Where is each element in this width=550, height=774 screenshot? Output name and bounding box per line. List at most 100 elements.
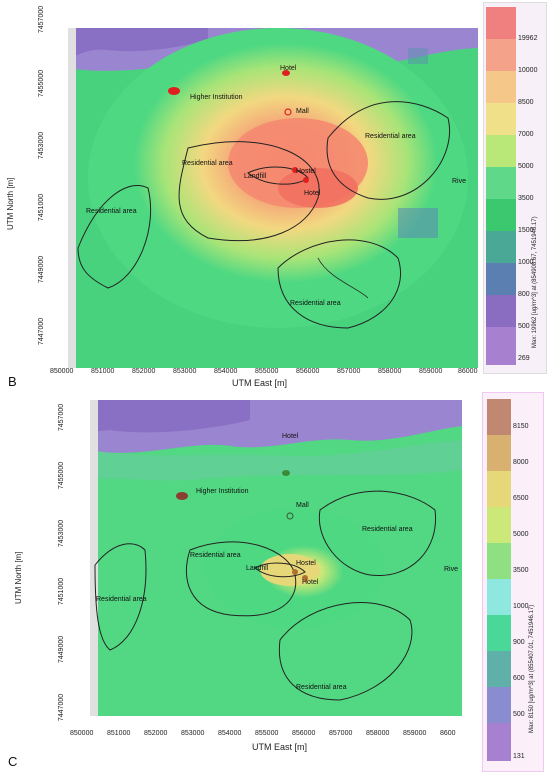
panel-c: Hotel Higher Institution Mall Residentia… — [0, 390, 550, 774]
map-label-residential-west: Residential area — [86, 208, 137, 215]
y-tick: 7449000 — [38, 255, 46, 284]
x-tick: 855000 — [255, 368, 279, 375]
y-tick: 7451000 — [38, 193, 46, 222]
x-axis-label-c: UTM East [m] — [252, 742, 308, 752]
map-label-residential-center: Residential area — [182, 160, 233, 167]
legend-swatch — [486, 295, 516, 327]
y-axis-label-b: UTM North [m] — [6, 177, 15, 230]
legend-level: 8000 — [513, 459, 529, 466]
map-label-higher-institution: Higher Institution — [196, 488, 249, 495]
legend-level: 6500 — [513, 495, 529, 502]
legend-swatch — [486, 167, 516, 199]
legend-swatch — [487, 615, 511, 651]
map-label-residential-center: Residential area — [190, 552, 241, 559]
legend-swatch — [486, 7, 516, 39]
map-label-mall: Mall — [296, 108, 309, 115]
legend-swatch — [486, 231, 516, 263]
panel-letter-c: C — [8, 754, 18, 769]
legend-swatch — [487, 471, 511, 507]
legend-swatch — [486, 71, 516, 103]
legend-swatch — [486, 199, 516, 231]
map-label-higher-institution: Higher Institution — [190, 94, 243, 101]
legend-b: 19962 10000 8500 7000 5000 3500 1500 100… — [483, 2, 547, 374]
x-tick: 853000 — [173, 368, 197, 375]
legend-swatch — [487, 507, 511, 543]
legend-swatch — [486, 327, 516, 365]
x-tick: 850000 — [70, 730, 94, 737]
legend-level: 5000 — [513, 531, 529, 538]
y-tick: 7449000 — [58, 635, 66, 664]
x-tick: 8600 — [440, 730, 456, 737]
map-label-residential-south: Residential area — [290, 300, 341, 307]
x-tick: 857000 — [329, 730, 353, 737]
legend-swatch — [486, 103, 516, 135]
legend-colorbar-c — [487, 399, 511, 761]
x-tick: 853000 — [181, 730, 205, 737]
map-label-residential-west: Residential area — [96, 596, 147, 603]
x-tick: 852000 — [132, 368, 156, 375]
x-tick: 858000 — [378, 368, 402, 375]
x-tick: 859000 — [419, 368, 443, 375]
legend-level: 1000 — [513, 603, 529, 610]
x-tick: 86000 — [458, 368, 478, 375]
legend-level: 800 — [518, 291, 530, 298]
x-tick: 856000 — [296, 368, 320, 375]
map-label-hostel: Hostel — [296, 560, 316, 567]
y-tick: 7453000 — [58, 519, 66, 548]
legend-level: 600 — [513, 675, 525, 682]
legend-swatch — [487, 723, 511, 761]
map-label-landfill: Landfill — [246, 565, 269, 572]
legend-level: 7000 — [518, 131, 534, 138]
legend-level: 19962 — [518, 35, 538, 42]
legend-level: 3500 — [513, 567, 529, 574]
map-label-residential-east: Residential area — [362, 526, 413, 533]
map-label-mall: Mall — [296, 502, 309, 509]
legend-level: 8500 — [518, 99, 534, 106]
x-tick: 856000 — [292, 730, 316, 737]
x-axis-label-b: UTM East [m] — [232, 378, 288, 388]
y-axis-label-c: UTM North [m] — [14, 551, 23, 604]
x-tick: 858000 — [366, 730, 390, 737]
map-label-landfill: Landfill — [244, 173, 267, 180]
x-tick: 854000 — [214, 368, 238, 375]
map-label-hotel-center: Hotel — [304, 190, 321, 197]
legend-swatch — [487, 651, 511, 687]
y-tick: 7455000 — [58, 461, 66, 490]
concentration-map-b — [68, 28, 478, 368]
legend-level: 131 — [513, 753, 525, 760]
legend-level: 3500 — [518, 195, 534, 202]
legend-swatch — [486, 263, 516, 295]
y-tick: 7455000 — [38, 69, 46, 98]
legend-swatch — [486, 135, 516, 167]
y-tick: 7453000 — [38, 131, 46, 160]
y-tick: 7451000 — [58, 577, 66, 606]
legend-level: 500 — [518, 323, 530, 330]
panel-letter-b: B — [8, 374, 17, 389]
legend-caption-c: Max: 8150 [ug/m^3] at (855407.01, 745194… — [529, 604, 535, 733]
map-label-residential-south: Residential area — [296, 684, 347, 691]
panel-b: Hotel Higher Institution Mall Residentia… — [6, 2, 547, 389]
legend-swatch — [487, 435, 511, 471]
y-tick: 7447000 — [38, 317, 46, 346]
legend-level: 900 — [513, 639, 525, 646]
legend-level: 1500 — [518, 227, 534, 234]
legend-swatch — [487, 687, 511, 723]
y-tick: 7457000 — [58, 403, 66, 432]
x-tick: 851000 — [107, 730, 131, 737]
legend-swatch — [487, 543, 511, 579]
x-tick: 854000 — [218, 730, 242, 737]
x-tick: 850000 — [50, 368, 74, 375]
concentration-map-c — [90, 400, 462, 716]
x-tick: 857000 — [337, 368, 361, 375]
legend-colorbar-b — [486, 7, 516, 365]
legend-level: 10000 — [518, 67, 538, 74]
map-label-residential-east: Residential area — [365, 133, 416, 140]
legend-level: 500 — [513, 711, 525, 718]
legend-swatch — [487, 399, 511, 435]
legend-level: 269 — [518, 355, 530, 362]
x-tick: 852000 — [144, 730, 168, 737]
x-tick: 851000 — [91, 368, 115, 375]
map-label-river: Rive — [444, 566, 459, 573]
legend-level: 5000 — [518, 163, 534, 170]
x-tick: 859000 — [403, 730, 427, 737]
